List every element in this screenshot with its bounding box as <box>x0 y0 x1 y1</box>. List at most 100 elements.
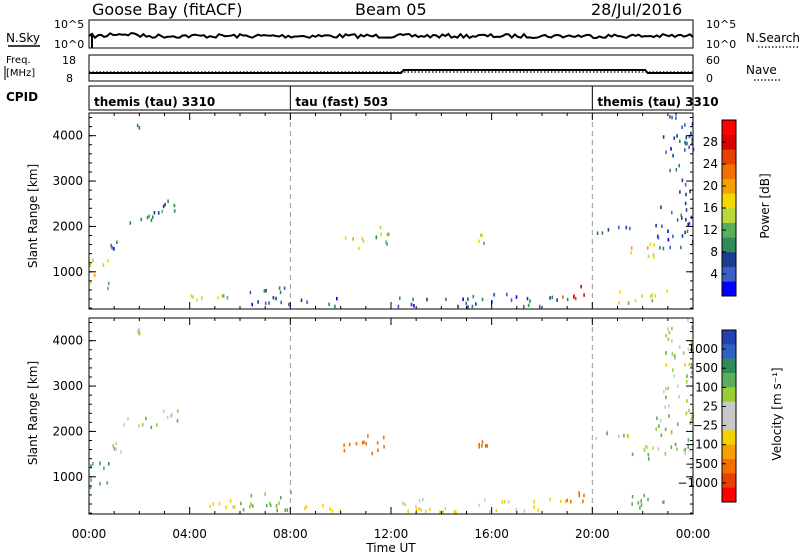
echo-cell <box>671 326 673 331</box>
nave-tick-top: 60 <box>706 54 720 67</box>
echo-cell <box>662 246 665 251</box>
echo-cell <box>634 298 637 303</box>
echo-cell <box>272 296 275 300</box>
cpid-label: CPID <box>6 90 38 104</box>
echo-cell <box>655 427 657 431</box>
echo-cell <box>232 505 234 509</box>
echo-cell <box>688 362 691 367</box>
echo-cell <box>402 501 404 506</box>
nsearch-label: N.Search <box>746 31 800 45</box>
echo-cell <box>523 304 525 309</box>
echo-cell <box>439 510 441 514</box>
echo-cell <box>358 246 360 250</box>
echo-cell <box>339 509 342 513</box>
echo-cell <box>442 510 444 514</box>
echo-cell <box>664 427 667 432</box>
echo-cell <box>685 192 687 197</box>
freq-panel: Freq. [MHz] 18 8 60 0 Nave <box>4 54 780 85</box>
colorbar-tick-label: 8 <box>710 245 718 259</box>
echo-cell <box>687 438 690 442</box>
echo-cell <box>483 241 485 246</box>
echo-cell <box>627 301 630 305</box>
echo-cell <box>673 136 676 140</box>
nsky-trace <box>88 31 694 40</box>
echo-cell <box>677 422 679 426</box>
colorbar-cell <box>722 252 736 267</box>
y-tick-label: 1000 <box>52 470 83 484</box>
colorbar-tick-label: 12 <box>703 223 718 237</box>
cpid-segment-label: themis (tau) 3310 <box>94 95 215 109</box>
echo-cell <box>648 457 650 461</box>
echo-cell <box>141 423 144 427</box>
echo-cell <box>491 300 493 304</box>
echo-cell <box>684 148 686 152</box>
echo-cell <box>268 301 270 305</box>
echo-cell <box>526 296 529 301</box>
echo-cell <box>386 232 388 237</box>
colorbar-tick-label: 24 <box>703 157 718 171</box>
echo-cell <box>549 497 551 502</box>
echo-cell <box>667 229 669 233</box>
echo-cell <box>222 294 225 298</box>
echo-cell <box>329 507 331 511</box>
y-tick-label: 4000 <box>52 129 83 143</box>
echo-cell <box>382 435 385 440</box>
echo-cell <box>288 302 290 307</box>
echo-cell <box>166 415 169 420</box>
echo-cell <box>685 411 688 416</box>
echo-cell <box>688 145 690 150</box>
echo-cell <box>562 295 564 299</box>
echo-cell <box>637 501 640 505</box>
echo-cell <box>478 445 480 449</box>
echo-cell <box>156 423 158 427</box>
echo-cell <box>681 178 684 183</box>
colorbar-cell <box>722 134 736 150</box>
x-tick-label: 04:00 <box>172 527 207 541</box>
echo-cell <box>365 441 367 446</box>
echo-cell <box>510 298 513 302</box>
echo-cell <box>649 242 652 247</box>
echo-cell <box>322 503 324 508</box>
echo-cell <box>684 183 687 187</box>
echo-cell <box>233 505 236 509</box>
velocity-colorbar: 1000 500 100 25 −25 −100 −500 −1000 <box>677 329 737 503</box>
echo-cell <box>108 281 110 286</box>
echo-cell <box>630 246 633 250</box>
echo-cell <box>660 433 663 437</box>
y-tick-label: 4000 <box>52 334 83 348</box>
echo-cell <box>162 204 165 209</box>
echo-cell <box>690 363 693 367</box>
echo-cell <box>688 134 691 139</box>
echo-cell <box>684 451 687 456</box>
echo-cell <box>657 447 660 451</box>
nsky-tick-top: 10^5 <box>54 18 84 31</box>
colorbar-tick-label: 100 <box>695 380 718 394</box>
echo-cell <box>264 492 266 496</box>
echo-cell <box>484 444 487 448</box>
power-colorbar: 4 8 12 16 20 24 28 <box>703 119 737 297</box>
echo-cell <box>413 304 415 308</box>
echo-cell <box>251 302 253 307</box>
echo-cell <box>684 201 687 206</box>
echo-cell <box>523 509 526 513</box>
echo-cell <box>664 452 667 456</box>
colorbar-tick-label: −500 <box>685 457 718 471</box>
echo-cell <box>672 153 674 158</box>
colorbar-cell <box>722 459 736 474</box>
echo-cell <box>472 294 475 299</box>
freq-tick-top: 18 <box>62 54 76 67</box>
echo-cell <box>410 302 413 307</box>
echo-cell <box>507 500 510 504</box>
echo-cell <box>116 240 118 245</box>
echo-cell <box>269 503 272 507</box>
echo-cell <box>102 263 105 267</box>
colorbar-cell <box>722 473 736 488</box>
x-tick-label: 12:00 <box>374 527 409 541</box>
plot-frame <box>88 112 694 310</box>
echo-cell <box>376 441 379 445</box>
echo-cell <box>686 374 688 378</box>
echo-cell <box>475 302 477 306</box>
x-tick-label: 20:00 <box>575 527 610 541</box>
echo-cell <box>619 290 621 294</box>
